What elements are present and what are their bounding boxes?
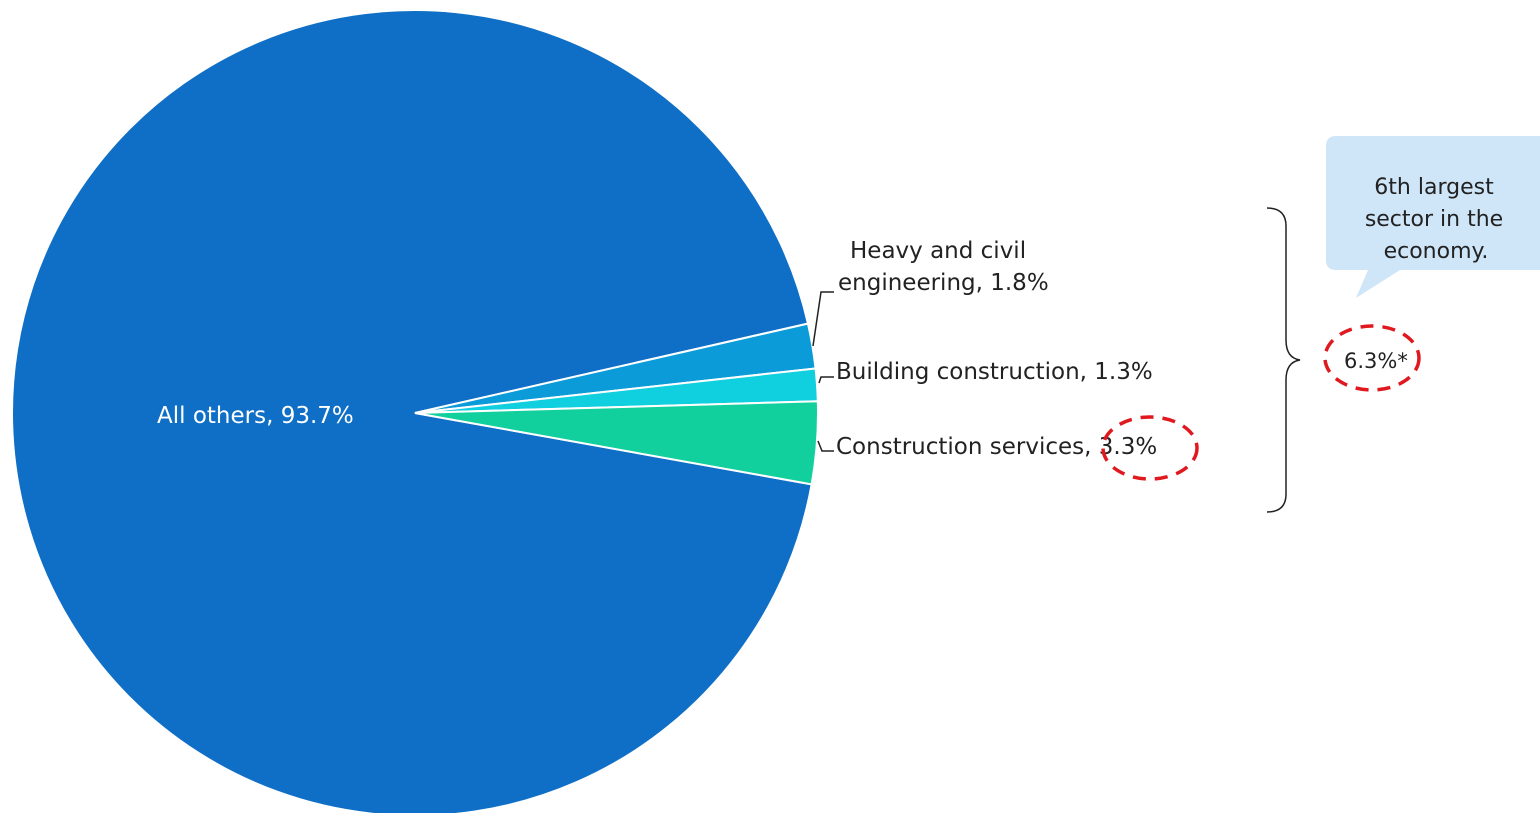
callout-line-1: 6th largest: [1374, 175, 1494, 200]
label-heavy-civil-line1: Heavy and civil: [850, 238, 1026, 264]
callout-line-3: economy.: [1384, 239, 1489, 264]
label-construction-services: Construction services, 3.3%: [836, 434, 1157, 460]
total-annotation: 6.3%*: [1344, 349, 1408, 373]
leader-line-heavy-civil: [812, 291, 834, 347]
pie-slices: [11, 9, 819, 813]
label-building-construction: Building construction, 1.3%: [836, 359, 1153, 385]
label-heavy-civil-line2: engineering, 1.8%: [838, 270, 1049, 296]
label-all-others: All others, 93.7%: [157, 403, 354, 429]
bracket: [1266, 207, 1301, 513]
callout-line-2: sector in the: [1365, 207, 1503, 232]
label-construction-services-name: Construction services: [836, 434, 1084, 460]
highlight-circle-construction-services: [1101, 415, 1199, 481]
highlight-circle-total: [1323, 324, 1421, 392]
label-construction-services-value: , 3.3%: [1084, 434, 1157, 460]
slice-all-others: [11, 9, 813, 813]
slice-construction-services: [414, 400, 819, 486]
leader-line-construction-services: [817, 440, 834, 452]
leader-line-building: [818, 376, 834, 384]
callout-bubble: [1326, 136, 1540, 298]
